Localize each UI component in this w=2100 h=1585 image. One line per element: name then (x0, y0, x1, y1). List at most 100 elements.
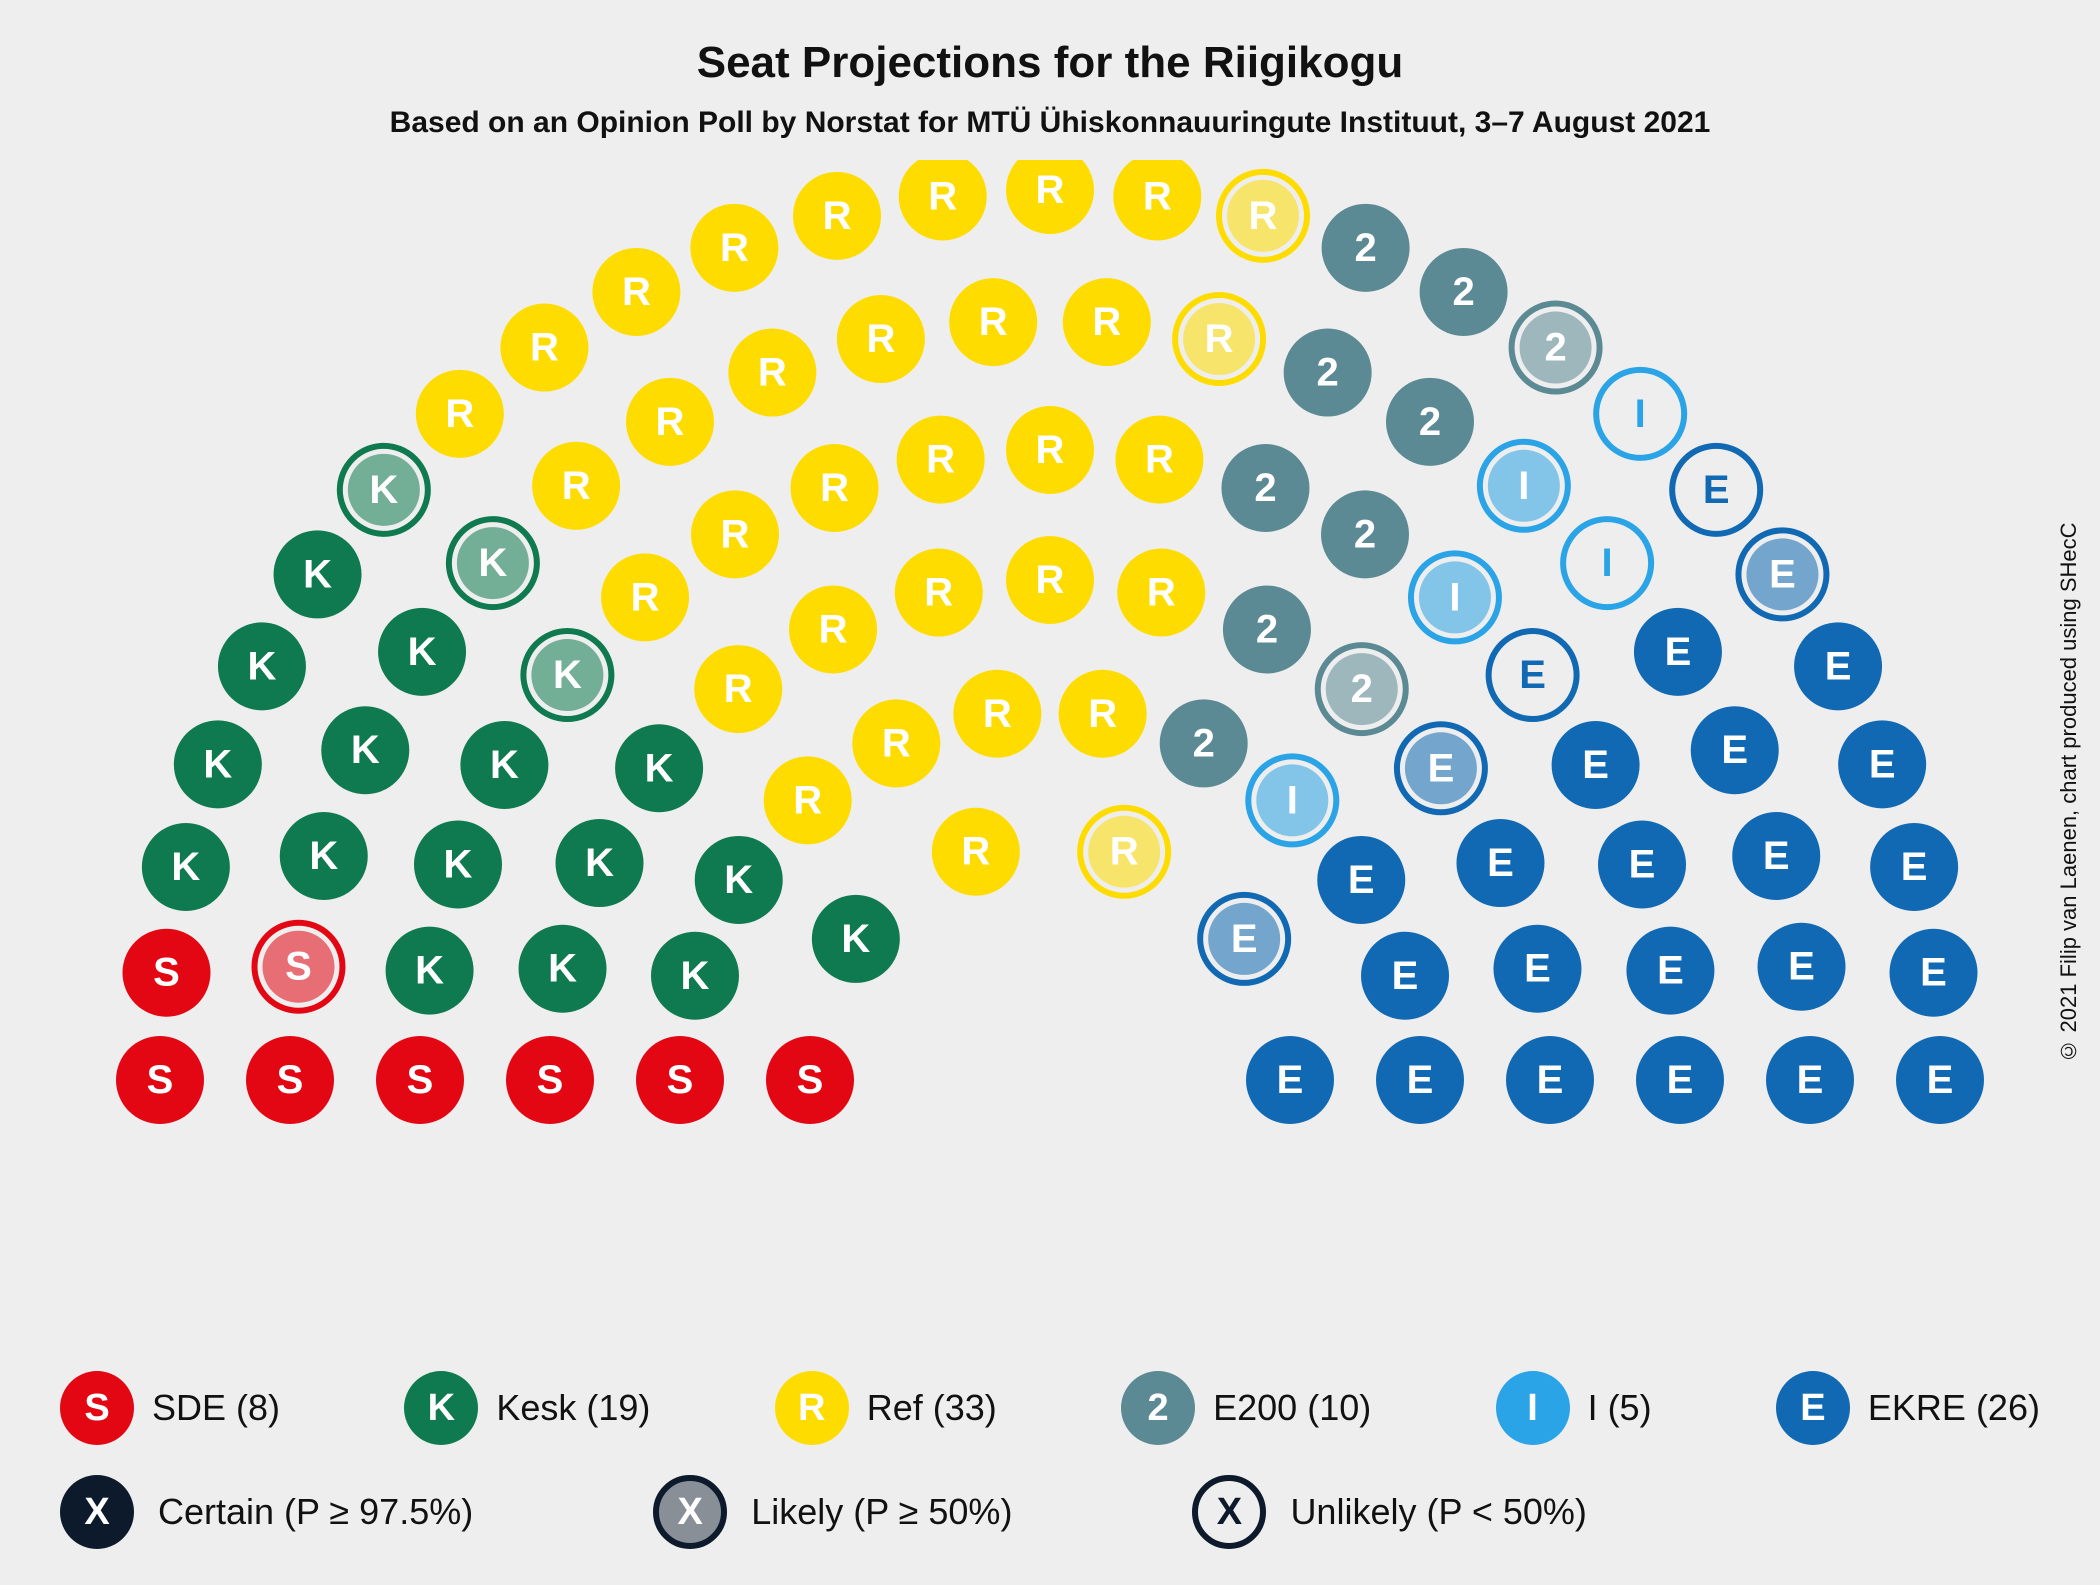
svg-text:R: R (631, 575, 660, 619)
certainty-legend-item: XUnlikely (P < 50%) (1192, 1475, 1586, 1549)
party-legend-chip: K (404, 1371, 478, 1445)
svg-text:E: E (1927, 1058, 1954, 1102)
seat: E (1626, 927, 1714, 1015)
svg-text:S: S (667, 1058, 694, 1102)
seat: S (636, 1036, 724, 1124)
party-legend-chip: R (775, 1371, 849, 1445)
svg-text:K: K (553, 653, 582, 697)
certainty-legend-chip: X (1192, 1475, 1266, 1549)
svg-text:R: R (1249, 194, 1278, 238)
svg-text:R: R (1143, 174, 1172, 218)
seat: R (1080, 808, 1168, 896)
svg-text:K: K (645, 746, 674, 790)
party-legend-chip: 2 (1121, 1371, 1195, 1445)
seat: R (949, 278, 1037, 366)
seat: R (764, 756, 852, 844)
svg-text:E: E (1487, 841, 1514, 885)
svg-text:I: I (1635, 392, 1646, 436)
svg-text:S: S (153, 951, 180, 995)
svg-text:E: E (1703, 468, 1730, 512)
seat: 2 (1160, 699, 1248, 787)
certainty-legend-label: Likely (P ≥ 50%) (751, 1491, 1012, 1533)
svg-text:K: K (408, 630, 437, 674)
seat: E (1896, 1036, 1984, 1124)
seat: E (1493, 925, 1581, 1013)
certainty-legend-chip: X (653, 1475, 727, 1549)
chart-title: Seat Projections for the Riigikogu (0, 0, 2100, 88)
svg-text:K: K (247, 644, 276, 688)
svg-text:K: K (351, 728, 380, 772)
svg-text:E: E (1231, 917, 1258, 961)
svg-text:E: E (1869, 742, 1896, 786)
svg-text:R: R (866, 317, 895, 361)
seat: K (812, 895, 900, 983)
svg-text:E: E (1657, 949, 1684, 993)
svg-text:2: 2 (1351, 667, 1373, 711)
svg-text:R: R (983, 692, 1012, 736)
svg-text:E: E (1920, 951, 1947, 995)
party-legend-item: R Ref (33) (775, 1371, 997, 1445)
svg-text:E: E (1277, 1058, 1304, 1102)
seat: E (1691, 706, 1779, 794)
seat: I (1480, 442, 1568, 530)
party-legend-item: KKesk (19) (404, 1371, 650, 1445)
seat: E (1317, 836, 1405, 924)
seat: 2 (1420, 248, 1508, 336)
seat: E (1732, 812, 1820, 900)
svg-text:R: R (1088, 692, 1117, 736)
svg-text:S: S (797, 1058, 824, 1102)
party-legend: SSDE (8)KKesk (19)RRef (33)2E200 (10)II … (60, 1371, 2040, 1445)
svg-text:R: R (823, 194, 852, 238)
seat: R (791, 444, 879, 532)
seat: K (523, 631, 611, 719)
svg-text:R: R (961, 830, 990, 874)
svg-text:E: E (1825, 644, 1852, 688)
svg-text:2: 2 (1419, 400, 1441, 444)
seat: R (728, 329, 816, 417)
chart-credit: © 2021 Filip van Laenen, chart produced … (2056, 522, 2082, 1063)
party-legend-item: 2E200 (10) (1121, 1371, 1371, 1445)
seat: K (414, 821, 502, 909)
seat: R (691, 490, 779, 578)
seat: R (852, 699, 940, 787)
svg-text:E: E (1667, 1058, 1694, 1102)
svg-text:R: R (1205, 317, 1234, 361)
seat: R (1006, 406, 1094, 494)
svg-text:2: 2 (1452, 270, 1474, 314)
seat: S (766, 1036, 854, 1124)
svg-text:E: E (1797, 1058, 1824, 1102)
seat: I (1248, 756, 1336, 844)
seat: E (1361, 932, 1449, 1020)
seat: K (695, 836, 783, 924)
party-legend-label: Ref (33) (867, 1387, 997, 1429)
svg-text:E: E (1392, 954, 1419, 998)
svg-text:R: R (656, 400, 685, 444)
seat: R (500, 304, 588, 392)
svg-text:R: R (928, 174, 957, 218)
svg-text:R: R (793, 778, 822, 822)
svg-text:S: S (537, 1058, 564, 1102)
seat: R (592, 248, 680, 336)
seat: R (1063, 278, 1151, 366)
svg-text:R: R (1110, 830, 1139, 874)
seat: K (615, 724, 703, 812)
seat: R (789, 586, 877, 674)
svg-text:R: R (924, 571, 953, 615)
svg-text:2: 2 (1256, 608, 1278, 652)
svg-text:K: K (841, 917, 870, 961)
svg-text:S: S (407, 1058, 434, 1102)
party-legend-item: II (5) (1496, 1371, 1652, 1445)
seat: R (793, 172, 881, 260)
seat: K (142, 823, 230, 911)
seat: I (1596, 370, 1684, 458)
svg-text:S: S (147, 1058, 174, 1102)
seat: R (1219, 172, 1307, 260)
seat: K (449, 519, 537, 607)
seat: K (556, 819, 644, 907)
seat: R (897, 416, 985, 504)
svg-text:I: I (1449, 575, 1460, 619)
svg-text:E: E (1348, 858, 1375, 902)
seat: E (1376, 1036, 1464, 1124)
certainty-legend-label: Certain (P ≥ 97.5%) (158, 1491, 473, 1533)
svg-text:R: R (1036, 428, 1065, 472)
